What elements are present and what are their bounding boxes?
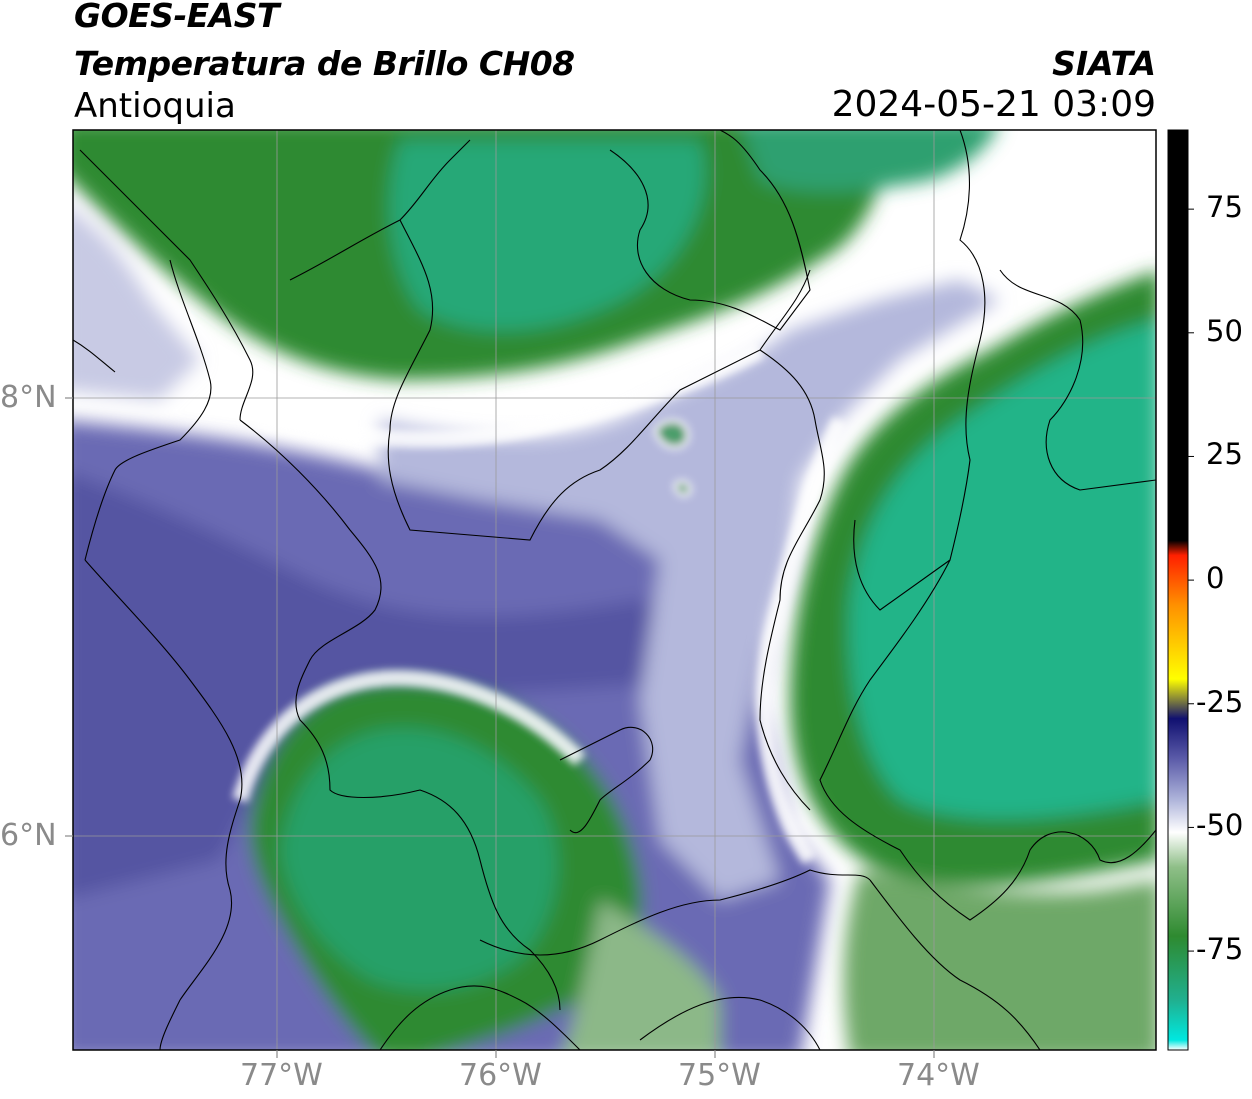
santander-boundary — [853, 130, 986, 611]
choco-south — [379, 985, 581, 1050]
region-label: Antioquia — [74, 86, 236, 126]
pacific-coast — [84, 559, 243, 1050]
green-spot-b — [672, 479, 693, 498]
cordoba-boundary — [387, 219, 811, 541]
map-frame — [72, 129, 1157, 1051]
panama-border — [84, 259, 212, 561]
green-region-se — [843, 870, 1156, 1050]
lat-tick-label: 6°N — [0, 818, 57, 853]
santander-east — [999, 269, 1156, 491]
antioquia-east — [759, 349, 825, 811]
coastline-uraba — [79, 149, 254, 421]
graticule — [73, 130, 1156, 1050]
borders — [73, 130, 1156, 1050]
colorbar-tick-label: 25 — [1206, 437, 1243, 472]
colorbar-ticks — [1188, 208, 1194, 952]
colorbar-tick-label: 50 — [1206, 313, 1243, 348]
lat-tick-label: 8°N — [0, 380, 57, 415]
tolima-boundary — [639, 996, 821, 1050]
boyaca-boundary — [819, 559, 1156, 921]
teal-region-south — [280, 728, 558, 991]
atrato-boundary — [239, 419, 561, 1011]
axis-ticks — [65, 397, 935, 1058]
colorbar-tick-label: 0 — [1206, 561, 1225, 596]
datetime-label: 2024-05-21 03:09 — [831, 84, 1156, 125]
light-purple-nw — [73, 210, 200, 400]
colorbar-tick-label: 75 — [1206, 190, 1243, 225]
colorbar-tick-label: -75 — [1196, 932, 1244, 967]
brand-label: SIATA — [1052, 44, 1156, 83]
white-band-north — [258, 341, 765, 448]
lon-tick-label: 74°W — [897, 1058, 980, 1093]
cloud-field — [73, 130, 1156, 1050]
satellite-title: GOES-EAST — [74, 0, 280, 35]
caldas-boundary — [559, 726, 654, 833]
colorbar — [1167, 129, 1194, 1051]
caldas-south — [479, 869, 871, 956]
bolivar-boundary — [609, 130, 811, 331]
green-spot-a — [652, 418, 691, 450]
colorbar-tick-label: -50 — [1196, 808, 1244, 843]
light-purple-north — [380, 280, 1000, 900]
colorbar-tick-label: -25 — [1196, 684, 1244, 719]
coastline-west — [73, 339, 116, 373]
lon-tick-label: 76°W — [459, 1058, 542, 1093]
white-band-south — [232, 670, 586, 803]
teal-region-east — [849, 321, 1156, 819]
product-title: Temperatura de Brillo CH08 — [74, 44, 575, 83]
cundinamarca-boundary — [869, 879, 1041, 1050]
lon-tick-label: 77°W — [240, 1058, 323, 1093]
lon-tick-label: 75°W — [678, 1058, 761, 1093]
teal-region-ne — [743, 130, 996, 192]
light-green-s — [563, 900, 720, 1050]
colorbar-bar — [1167, 129, 1189, 1051]
teal-region-north — [389, 140, 706, 331]
